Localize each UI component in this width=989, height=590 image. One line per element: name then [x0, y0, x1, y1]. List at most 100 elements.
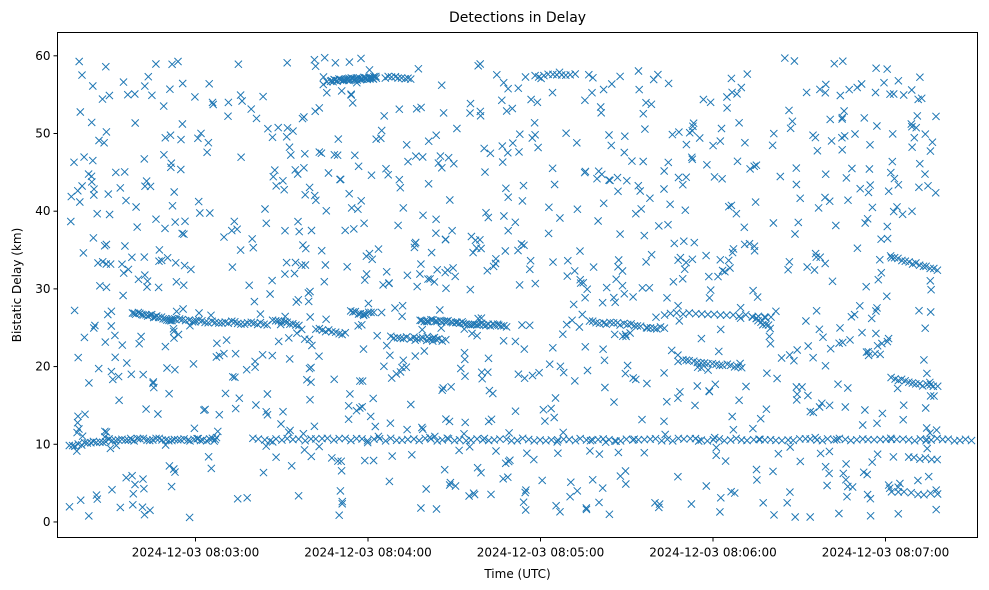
data-point	[154, 283, 163, 292]
data-point	[334, 135, 343, 144]
x-tick-label: 2024-12-03 08:05:00	[477, 546, 604, 560]
data-point	[348, 98, 357, 107]
data-point	[702, 251, 711, 260]
data-point	[169, 327, 178, 336]
data-point	[153, 410, 162, 418]
data-point	[912, 123, 921, 132]
data-point	[189, 359, 198, 368]
data-point	[740, 138, 749, 147]
data-point	[727, 201, 736, 210]
data-point	[752, 465, 761, 474]
data-point	[503, 473, 512, 482]
data-point	[481, 168, 489, 177]
data-point	[155, 245, 164, 254]
data-point	[858, 328, 866, 337]
data-point	[588, 475, 597, 484]
data-point	[821, 80, 830, 89]
data-point	[402, 333, 411, 341]
data-point	[432, 131, 441, 140]
data-point	[702, 160, 711, 169]
data-point	[776, 172, 785, 181]
data-point	[860, 406, 869, 414]
data-point	[80, 333, 89, 342]
data-point	[315, 352, 323, 361]
data-point	[179, 230, 188, 239]
data-point	[811, 133, 820, 142]
data-point	[866, 494, 875, 503]
data-point	[460, 348, 469, 357]
data-point	[620, 148, 629, 157]
data-point	[107, 367, 116, 376]
data-point	[917, 94, 926, 103]
data-point	[922, 262, 931, 271]
data-point	[220, 233, 228, 242]
data-point	[924, 181, 932, 190]
data-point	[736, 359, 745, 368]
data-point	[197, 129, 205, 138]
data-point	[76, 496, 85, 505]
data-point	[233, 494, 242, 503]
data-point	[79, 248, 88, 257]
data-point	[864, 188, 873, 197]
data-point	[678, 180, 687, 189]
data-point	[122, 196, 130, 205]
data-point	[611, 298, 620, 307]
data-point	[639, 109, 648, 118]
data-point	[131, 480, 139, 489]
data-point	[176, 165, 185, 174]
data-point	[224, 319, 233, 328]
data-point	[715, 361, 724, 370]
data-point	[539, 405, 548, 414]
data-point	[410, 243, 419, 252]
data-point	[576, 275, 585, 284]
data-point	[480, 144, 489, 153]
data-point	[732, 209, 741, 218]
data-point	[843, 384, 852, 392]
data-point	[907, 120, 916, 128]
data-point	[714, 347, 723, 356]
data-point	[122, 359, 131, 367]
data-point	[921, 170, 929, 179]
data-point	[204, 138, 213, 147]
data-point	[476, 60, 485, 68]
data-point	[306, 395, 314, 404]
data-point	[212, 339, 221, 348]
data-point	[173, 435, 182, 444]
data-point	[381, 436, 390, 445]
data-point	[422, 485, 431, 493]
data-point	[469, 489, 478, 498]
data-point	[439, 108, 448, 117]
data-point	[894, 483, 903, 492]
data-point	[721, 457, 730, 466]
data-point	[682, 356, 691, 365]
data-point	[118, 341, 127, 350]
data-point	[425, 433, 434, 442]
data-point	[228, 372, 237, 381]
data-point	[651, 434, 660, 443]
data-point	[575, 323, 584, 331]
data-point	[862, 282, 871, 291]
data-point	[418, 153, 427, 161]
data-point	[899, 91, 908, 99]
data-point	[122, 473, 131, 482]
data-point	[166, 131, 175, 140]
data-point	[266, 290, 275, 298]
data-point	[751, 198, 760, 207]
data-point	[292, 329, 301, 338]
data-point	[399, 203, 408, 212]
data-point	[839, 469, 848, 478]
data-point	[482, 208, 490, 217]
data-point	[916, 435, 925, 443]
data-point	[94, 259, 102, 267]
data-point	[838, 115, 847, 124]
data-point	[816, 449, 825, 458]
data-point	[769, 129, 778, 138]
data-point	[242, 365, 251, 374]
data-point	[416, 334, 425, 343]
plot-frame	[57, 32, 978, 538]
x-tick-label: 2024-12-03 08:06:00	[649, 546, 776, 560]
data-point	[89, 437, 98, 446]
data-point	[793, 346, 802, 354]
data-point	[642, 98, 650, 107]
data-point	[888, 129, 897, 138]
